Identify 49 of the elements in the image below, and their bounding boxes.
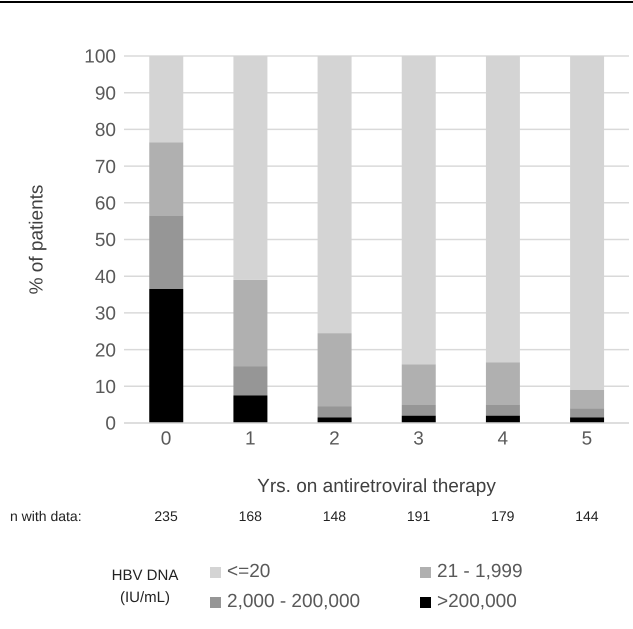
bar xyxy=(570,417,604,423)
x-tick-label: 4 xyxy=(497,428,508,450)
y-tick-label: 80 xyxy=(94,120,116,142)
text: 168 xyxy=(238,508,263,524)
y-tick-label: 20 xyxy=(94,340,116,362)
text: 235 xyxy=(153,508,179,524)
bar xyxy=(318,333,352,406)
text: 148 xyxy=(322,508,348,524)
bar xyxy=(486,416,520,423)
x-tick-label: 5 xyxy=(582,428,592,450)
text: 144 xyxy=(574,508,600,524)
bar xyxy=(233,280,268,366)
bar xyxy=(149,216,184,290)
y-tick-label: 100 xyxy=(84,46,116,68)
bar xyxy=(233,395,268,423)
bar xyxy=(318,406,352,418)
bar xyxy=(149,289,184,423)
legend-label: >200,000 xyxy=(436,591,518,613)
y-tick-label: 10 xyxy=(94,377,116,398)
text: 191 xyxy=(406,508,432,524)
bar xyxy=(402,416,436,423)
bar xyxy=(402,364,436,405)
legend-label: <=20 xyxy=(226,561,272,583)
x-axis-title: Yrs. on antiretroviral therapy xyxy=(257,476,496,497)
bar xyxy=(486,404,520,416)
y-tick-label: 0 xyxy=(105,414,116,435)
text: 179 xyxy=(490,508,516,524)
bar xyxy=(570,390,604,408)
legend-title: HBV DNA (IU/mL) xyxy=(110,566,180,608)
legend-label: 2,000 - 200,000 xyxy=(226,591,362,613)
bar xyxy=(486,362,520,405)
y-axis-title: % of patients xyxy=(26,184,48,294)
bar xyxy=(402,404,436,416)
text: n with data: xyxy=(10,508,82,524)
bar xyxy=(570,408,604,418)
y-tick-label: 30 xyxy=(94,304,116,325)
bar xyxy=(149,142,184,216)
x-tick-label: 3 xyxy=(413,428,424,450)
y-tick-label: 90 xyxy=(94,83,116,104)
x-tick-label: 0 xyxy=(160,428,172,450)
y-tick-label: 60 xyxy=(94,194,116,215)
y-tick-label: 70 xyxy=(94,156,116,178)
y-tick-label: 40 xyxy=(94,266,116,288)
y-tick-label: 50 xyxy=(94,230,116,252)
bar xyxy=(233,366,268,396)
legend-label: 21 - 1,999 xyxy=(436,561,524,583)
x-tick-label: 2 xyxy=(329,428,340,450)
x-tick-label: 1 xyxy=(244,428,256,450)
bar xyxy=(318,417,352,423)
